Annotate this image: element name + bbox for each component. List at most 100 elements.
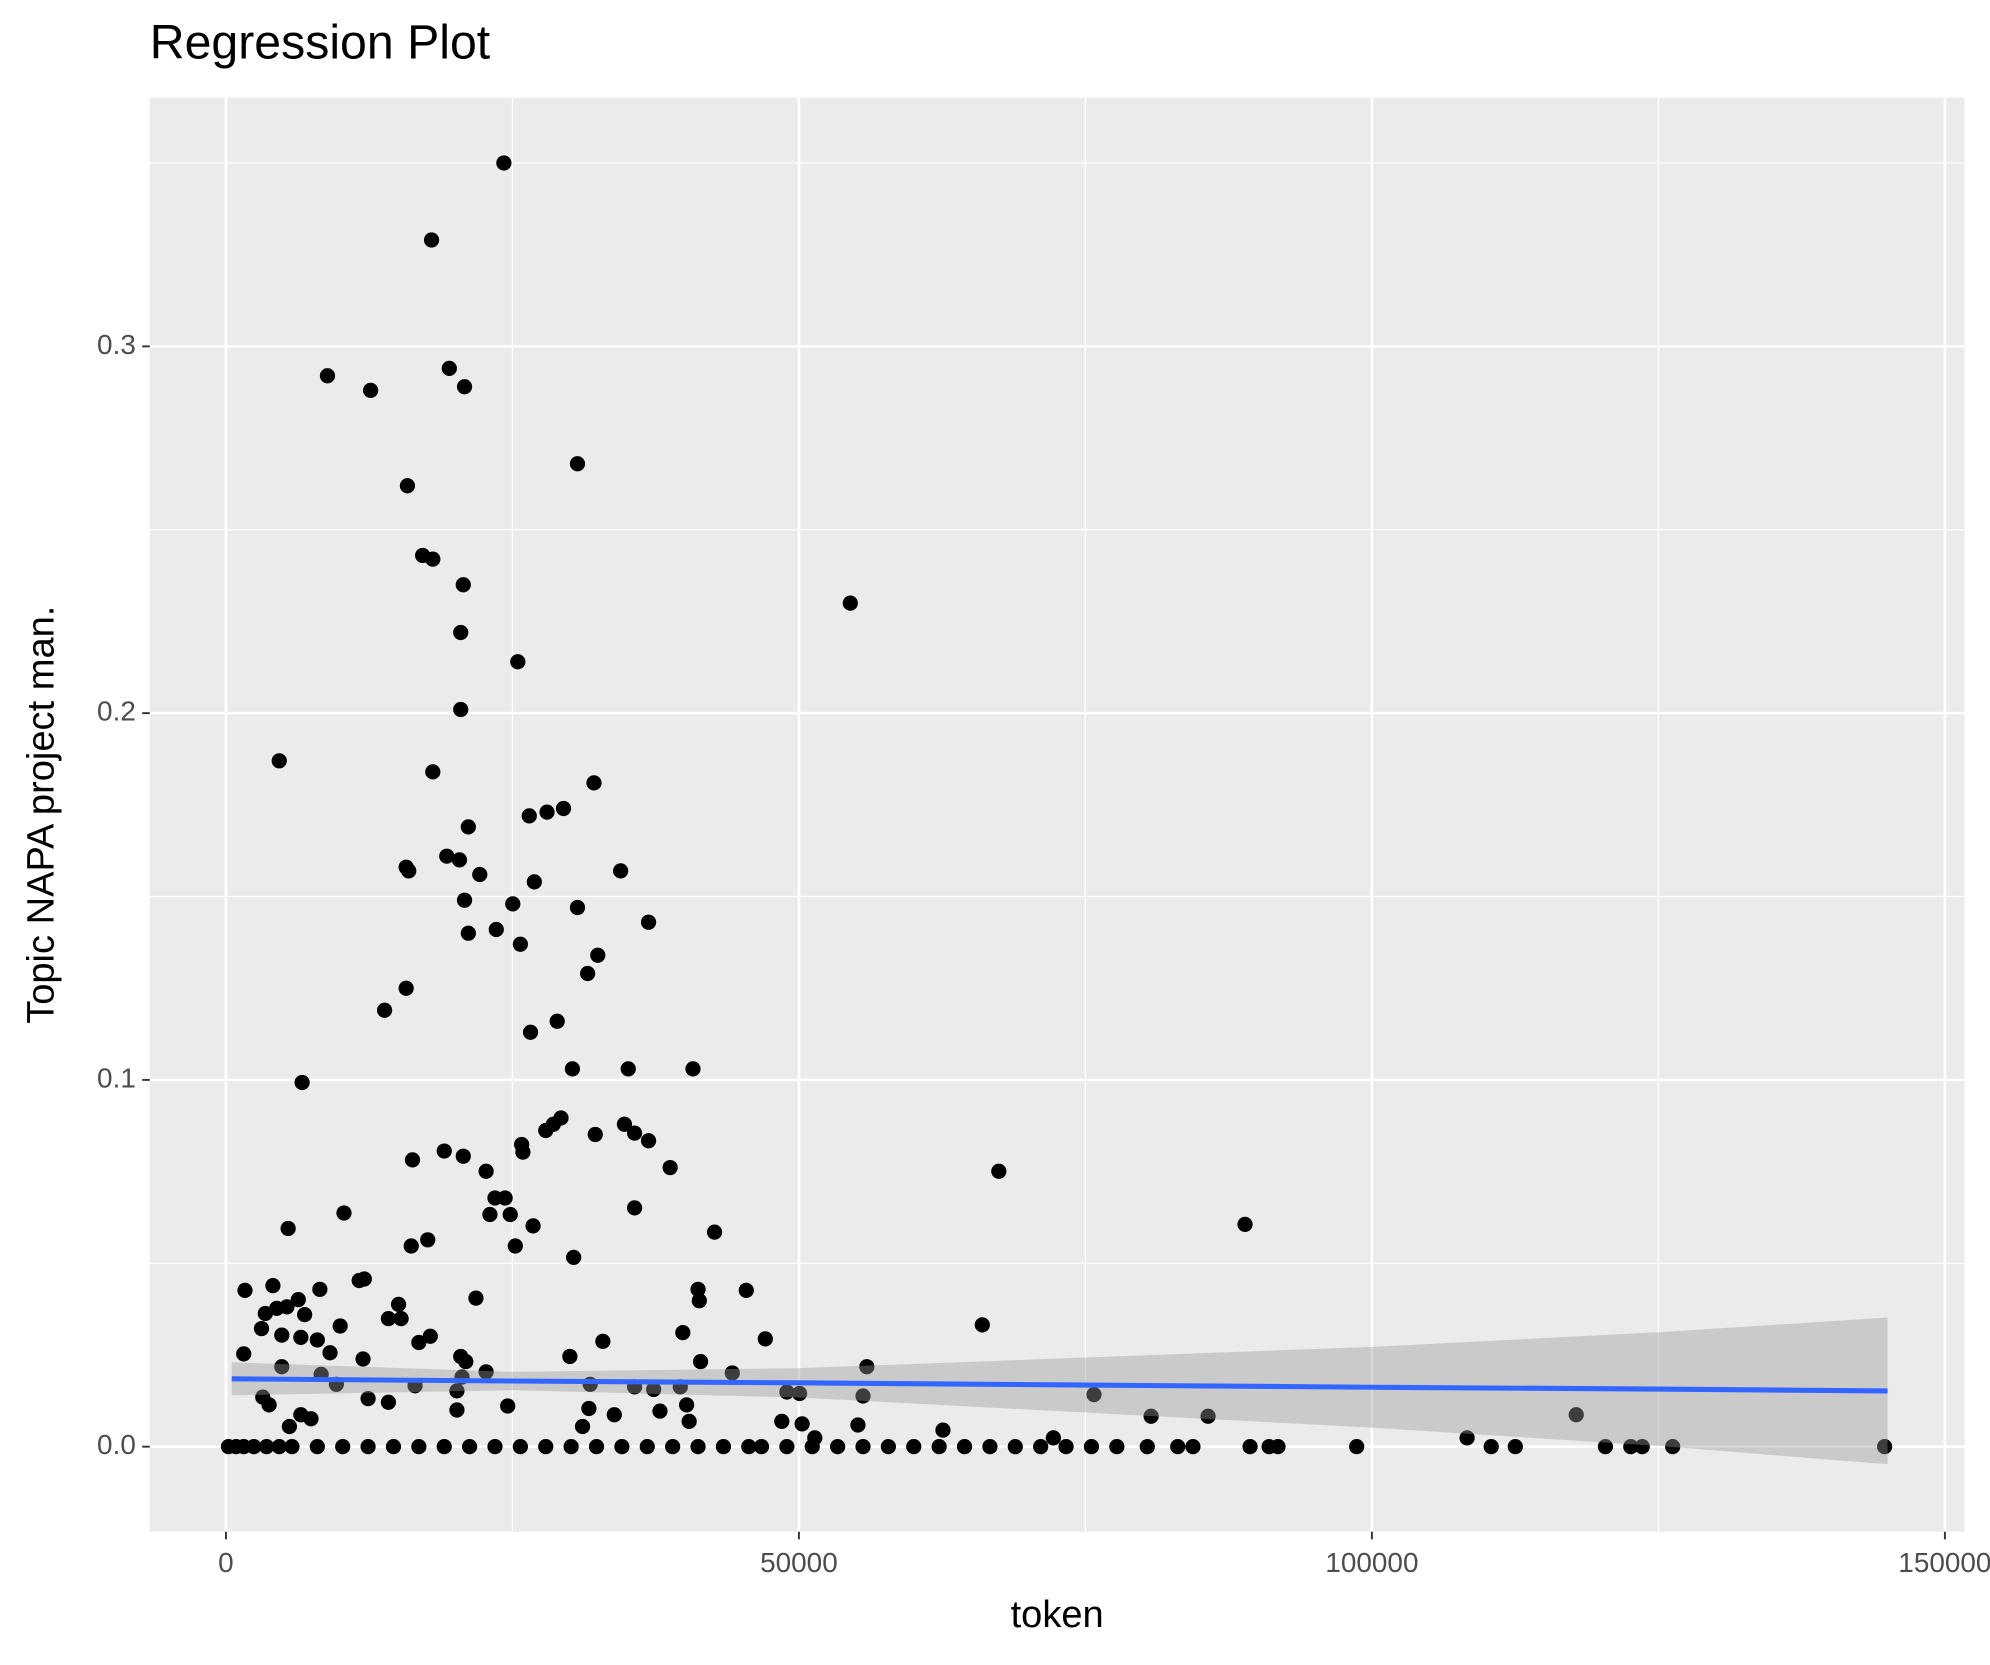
data-point	[294, 1074, 310, 1091]
data-point	[681, 1413, 697, 1429]
data-point	[982, 1439, 998, 1455]
data-point	[458, 1353, 474, 1370]
data-point	[393, 1311, 409, 1327]
data-point	[265, 1278, 281, 1294]
data-point	[258, 1439, 275, 1455]
data-point	[595, 1333, 611, 1350]
data-point	[855, 1388, 871, 1404]
data-point	[675, 1324, 691, 1341]
x-axis-title: token	[1011, 1594, 1104, 1636]
data-point	[398, 980, 414, 996]
data-point	[1083, 1439, 1100, 1455]
data-point	[363, 382, 379, 399]
x-tick-label: 100000	[1325, 1547, 1418, 1578]
data-point	[562, 1348, 578, 1365]
data-point	[271, 1439, 287, 1455]
y-tick-label: 0.1	[97, 1062, 136, 1093]
data-point	[665, 1439, 681, 1455]
data-point	[1270, 1439, 1286, 1455]
data-point	[403, 1238, 419, 1254]
data-point	[549, 1013, 565, 1029]
data-point	[539, 804, 555, 820]
data-point	[613, 863, 629, 879]
data-point	[1237, 1216, 1253, 1233]
data-point	[281, 1418, 298, 1435]
data-point	[590, 947, 606, 963]
data-point	[1568, 1407, 1584, 1423]
data-point	[505, 896, 521, 912]
data-point	[1242, 1439, 1258, 1455]
data-point	[284, 1439, 300, 1455]
data-point	[460, 819, 476, 835]
data-point	[1876, 1439, 1893, 1455]
data-point	[319, 368, 336, 384]
data-point	[906, 1439, 922, 1455]
data-point	[461, 1439, 478, 1455]
data-point	[855, 1439, 871, 1455]
data-point	[246, 1439, 262, 1455]
data-point	[507, 1238, 523, 1254]
data-point	[312, 1281, 328, 1297]
data-point	[525, 1218, 541, 1234]
data-point	[293, 1329, 309, 1345]
data-point	[399, 478, 416, 494]
data-point	[385, 1439, 402, 1455]
data-point	[411, 1439, 427, 1455]
data-point	[500, 1398, 516, 1414]
data-point	[662, 1159, 678, 1176]
data-point	[690, 1281, 706, 1297]
data-point	[355, 1351, 371, 1367]
data-point	[1634, 1439, 1650, 1455]
data-point	[724, 1365, 740, 1381]
data-point	[271, 753, 287, 769]
data-point	[620, 1061, 636, 1077]
data-point	[290, 1291, 306, 1308]
data-point	[586, 775, 602, 791]
data-point	[606, 1407, 622, 1423]
data-point	[569, 456, 586, 472]
data-point	[436, 1439, 452, 1455]
data-point	[850, 1417, 866, 1433]
x-tick-label: 50000	[760, 1547, 838, 1578]
data-point	[538, 1122, 554, 1139]
data-point	[1349, 1439, 1365, 1455]
regression-line	[231, 1376, 1888, 1394]
data-point	[614, 1439, 630, 1455]
data-point	[332, 1318, 348, 1334]
data-point	[468, 1290, 484, 1306]
data-point	[1045, 1430, 1061, 1446]
data-point	[1109, 1439, 1125, 1455]
data-point	[830, 1439, 846, 1455]
data-point	[1139, 1439, 1155, 1455]
data-point	[497, 1190, 513, 1206]
y-tick-label: 0.3	[97, 329, 136, 360]
data-point	[626, 1125, 643, 1141]
data-point	[422, 1328, 438, 1344]
data-point	[455, 1148, 471, 1164]
data-point	[510, 654, 526, 670]
data-point	[512, 1439, 528, 1455]
data-point	[236, 1346, 252, 1362]
data-point	[706, 1224, 723, 1240]
data-point	[804, 1439, 820, 1455]
data-point	[652, 1403, 668, 1419]
data-point	[449, 1383, 465, 1399]
data-point	[420, 1232, 436, 1248]
data-point	[456, 379, 473, 395]
data-point	[1033, 1439, 1049, 1455]
data-point	[794, 1416, 810, 1432]
data-point	[472, 866, 488, 883]
data-point	[692, 1353, 709, 1370]
data-point	[639, 1439, 655, 1455]
data-point	[935, 1422, 951, 1438]
data-point	[791, 1385, 808, 1402]
chart-title: Regression Plot	[150, 15, 491, 69]
data-point	[931, 1439, 947, 1455]
data-point	[269, 1300, 285, 1317]
data-point	[566, 1249, 582, 1266]
data-point	[453, 701, 469, 718]
data-point	[690, 1439, 706, 1455]
data-point	[449, 1402, 465, 1418]
data-point	[588, 1439, 605, 1455]
